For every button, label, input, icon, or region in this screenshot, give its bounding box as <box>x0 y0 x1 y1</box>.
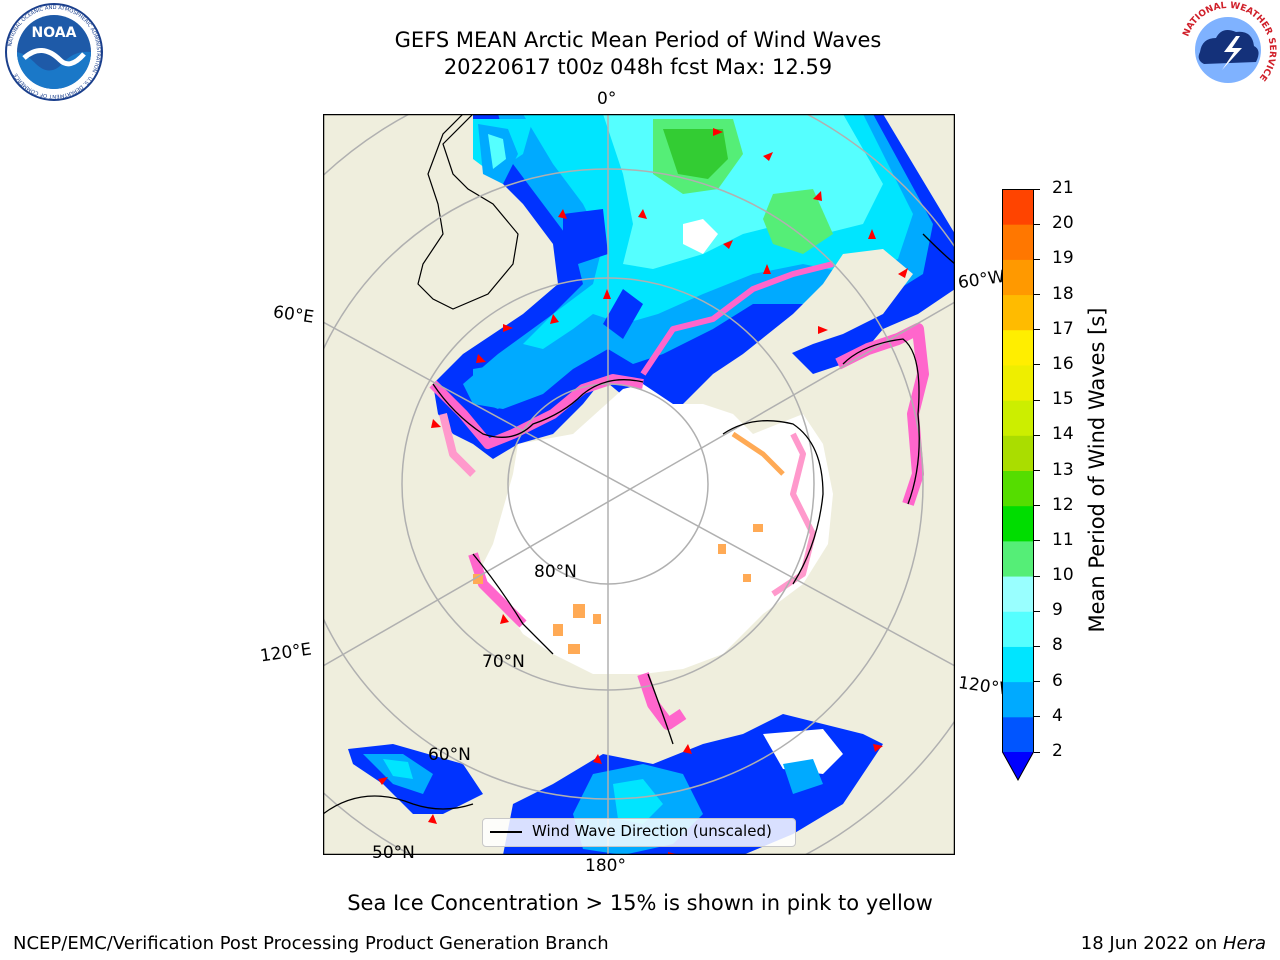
map-title-line1: GEFS MEAN Arctic Mean Period of Wind Wav… <box>394 28 882 52</box>
colorbar-tick-mark <box>1034 505 1040 507</box>
lat-label-50n: 50°N <box>372 843 415 863</box>
colorbar-tick-mark <box>1034 294 1040 296</box>
nws-logo: NATIONAL WEATHER SERVICE <box>1180 1 1277 98</box>
map-legend <box>482 818 796 847</box>
colorbar-tick-label: 15 <box>1052 389 1074 410</box>
colorbar-tick-mark <box>1034 681 1040 683</box>
footer-right: 18 Jun 2022 on Hera <box>1081 933 1266 954</box>
colorbar-band <box>1002 189 1034 225</box>
colorbar-band <box>1002 716 1034 753</box>
colorbar-band <box>1002 329 1034 366</box>
lon-label-60w: 60°W <box>956 266 1007 294</box>
lat-label-60n: 60°N <box>428 745 471 765</box>
colorbar <box>1002 189 1034 782</box>
lat-label-80n: 80°N <box>534 562 577 582</box>
colorbar-tick-label: 19 <box>1052 248 1074 269</box>
ice-annotation: Sea Ice Concentration > 15% is shown in … <box>347 891 933 915</box>
sea-ice-edge <box>429 261 929 730</box>
colorbar-tick-mark <box>1034 258 1040 260</box>
coastlines <box>323 233 955 815</box>
colorbar-tick-label: 14 <box>1052 424 1074 445</box>
atlantic-wave-field <box>433 114 955 459</box>
colorbar-band <box>1002 259 1034 296</box>
colorbar-band <box>1002 364 1034 401</box>
colorbar-tick-label: 9 <box>1052 600 1063 621</box>
wind-arrows <box>378 128 908 855</box>
colorbar-tick-mark <box>1034 470 1040 471</box>
legend-label: Wind Wave Direction (unscaled) <box>532 822 772 840</box>
colorbar-tick-mark <box>1034 434 1040 436</box>
lon-label-60e: 60°E <box>271 302 316 328</box>
noaa-logo: NOAA NATIONAL OCEANIC AND ATMOSPHERIC AD… <box>5 3 103 101</box>
colorbar-band <box>1002 435 1034 471</box>
colorbar-tick-label: 11 <box>1052 529 1074 550</box>
colorbar-tick-mark <box>1034 188 1040 190</box>
colorbar-tick-mark <box>1034 751 1040 753</box>
island-white <box>683 219 718 254</box>
colorbar-underflow-triangle <box>1002 752 1034 780</box>
colorbar-tick-label: 13 <box>1052 459 1074 480</box>
colorbar-tick-label: 8 <box>1052 635 1063 656</box>
legend-line-icon <box>490 831 522 833</box>
colorbar-band <box>1002 646 1034 683</box>
lon-label-180: 180° <box>585 856 626 876</box>
colorbar-band <box>1002 505 1034 542</box>
colorbar-label: Mean Period of Wind Waves [s] <box>1085 307 1109 633</box>
colorbar-tick-mark <box>1034 610 1040 612</box>
footer-machine: Hera <box>1222 933 1266 954</box>
footer-date: 18 Jun 2022 on <box>1080 933 1223 954</box>
colorbar-band <box>1002 540 1034 577</box>
colorbar-tick-mark <box>1034 716 1040 718</box>
colorbar-band <box>1002 224 1034 260</box>
colorbar-tick-label: 16 <box>1052 353 1074 374</box>
colorbar-tick-label: 10 <box>1052 565 1074 586</box>
lon-label-120e: 120°E <box>258 639 313 667</box>
colorbar-tick-label: 6 <box>1052 670 1063 691</box>
colorbar-tick-mark <box>1034 364 1040 366</box>
colorbar-tick-label: 17 <box>1052 318 1074 339</box>
lon-label-0: 0° <box>597 89 617 109</box>
greenland <box>743 249 913 374</box>
colorbar-tick-mark <box>1034 575 1040 577</box>
colorbar-band <box>1002 681 1034 718</box>
colorbar-band <box>1002 470 1034 507</box>
colorbar-tick-label: 18 <box>1052 283 1074 304</box>
colorbar-band <box>1002 294 1034 331</box>
central-ice <box>478 384 833 674</box>
graticule <box>323 114 955 855</box>
colorbar-tick-label: 12 <box>1052 494 1074 515</box>
colorbar-band <box>1002 611 1034 647</box>
ice-patches <box>473 524 763 654</box>
colorbar-tick-mark <box>1034 645 1040 647</box>
colorbar-tick-mark <box>1034 329 1040 331</box>
colorbar-band <box>1002 400 1034 436</box>
footer-left: NCEP/EMC/Verification Post Processing Pr… <box>13 933 609 954</box>
colorbar-tick-label: 20 <box>1052 213 1074 234</box>
colorbar-tick-mark <box>1034 540 1040 542</box>
polar-map <box>323 114 955 855</box>
colorbar-tick-mark <box>1034 399 1040 401</box>
colorbar-band <box>1002 576 1034 612</box>
map-title-line2: 20220617 t00z 048h fcst Max: 12.59 <box>443 55 833 79</box>
noaa-logo-text: NOAA <box>32 25 77 41</box>
lat-label-70n: 70°N <box>482 652 525 672</box>
colorbar-tick-label: 4 <box>1052 705 1063 726</box>
colorbar-tick-label: 21 <box>1052 178 1074 198</box>
colorbar-tick-mark <box>1034 223 1040 225</box>
colorbar-tick-label: 2 <box>1052 741 1063 761</box>
